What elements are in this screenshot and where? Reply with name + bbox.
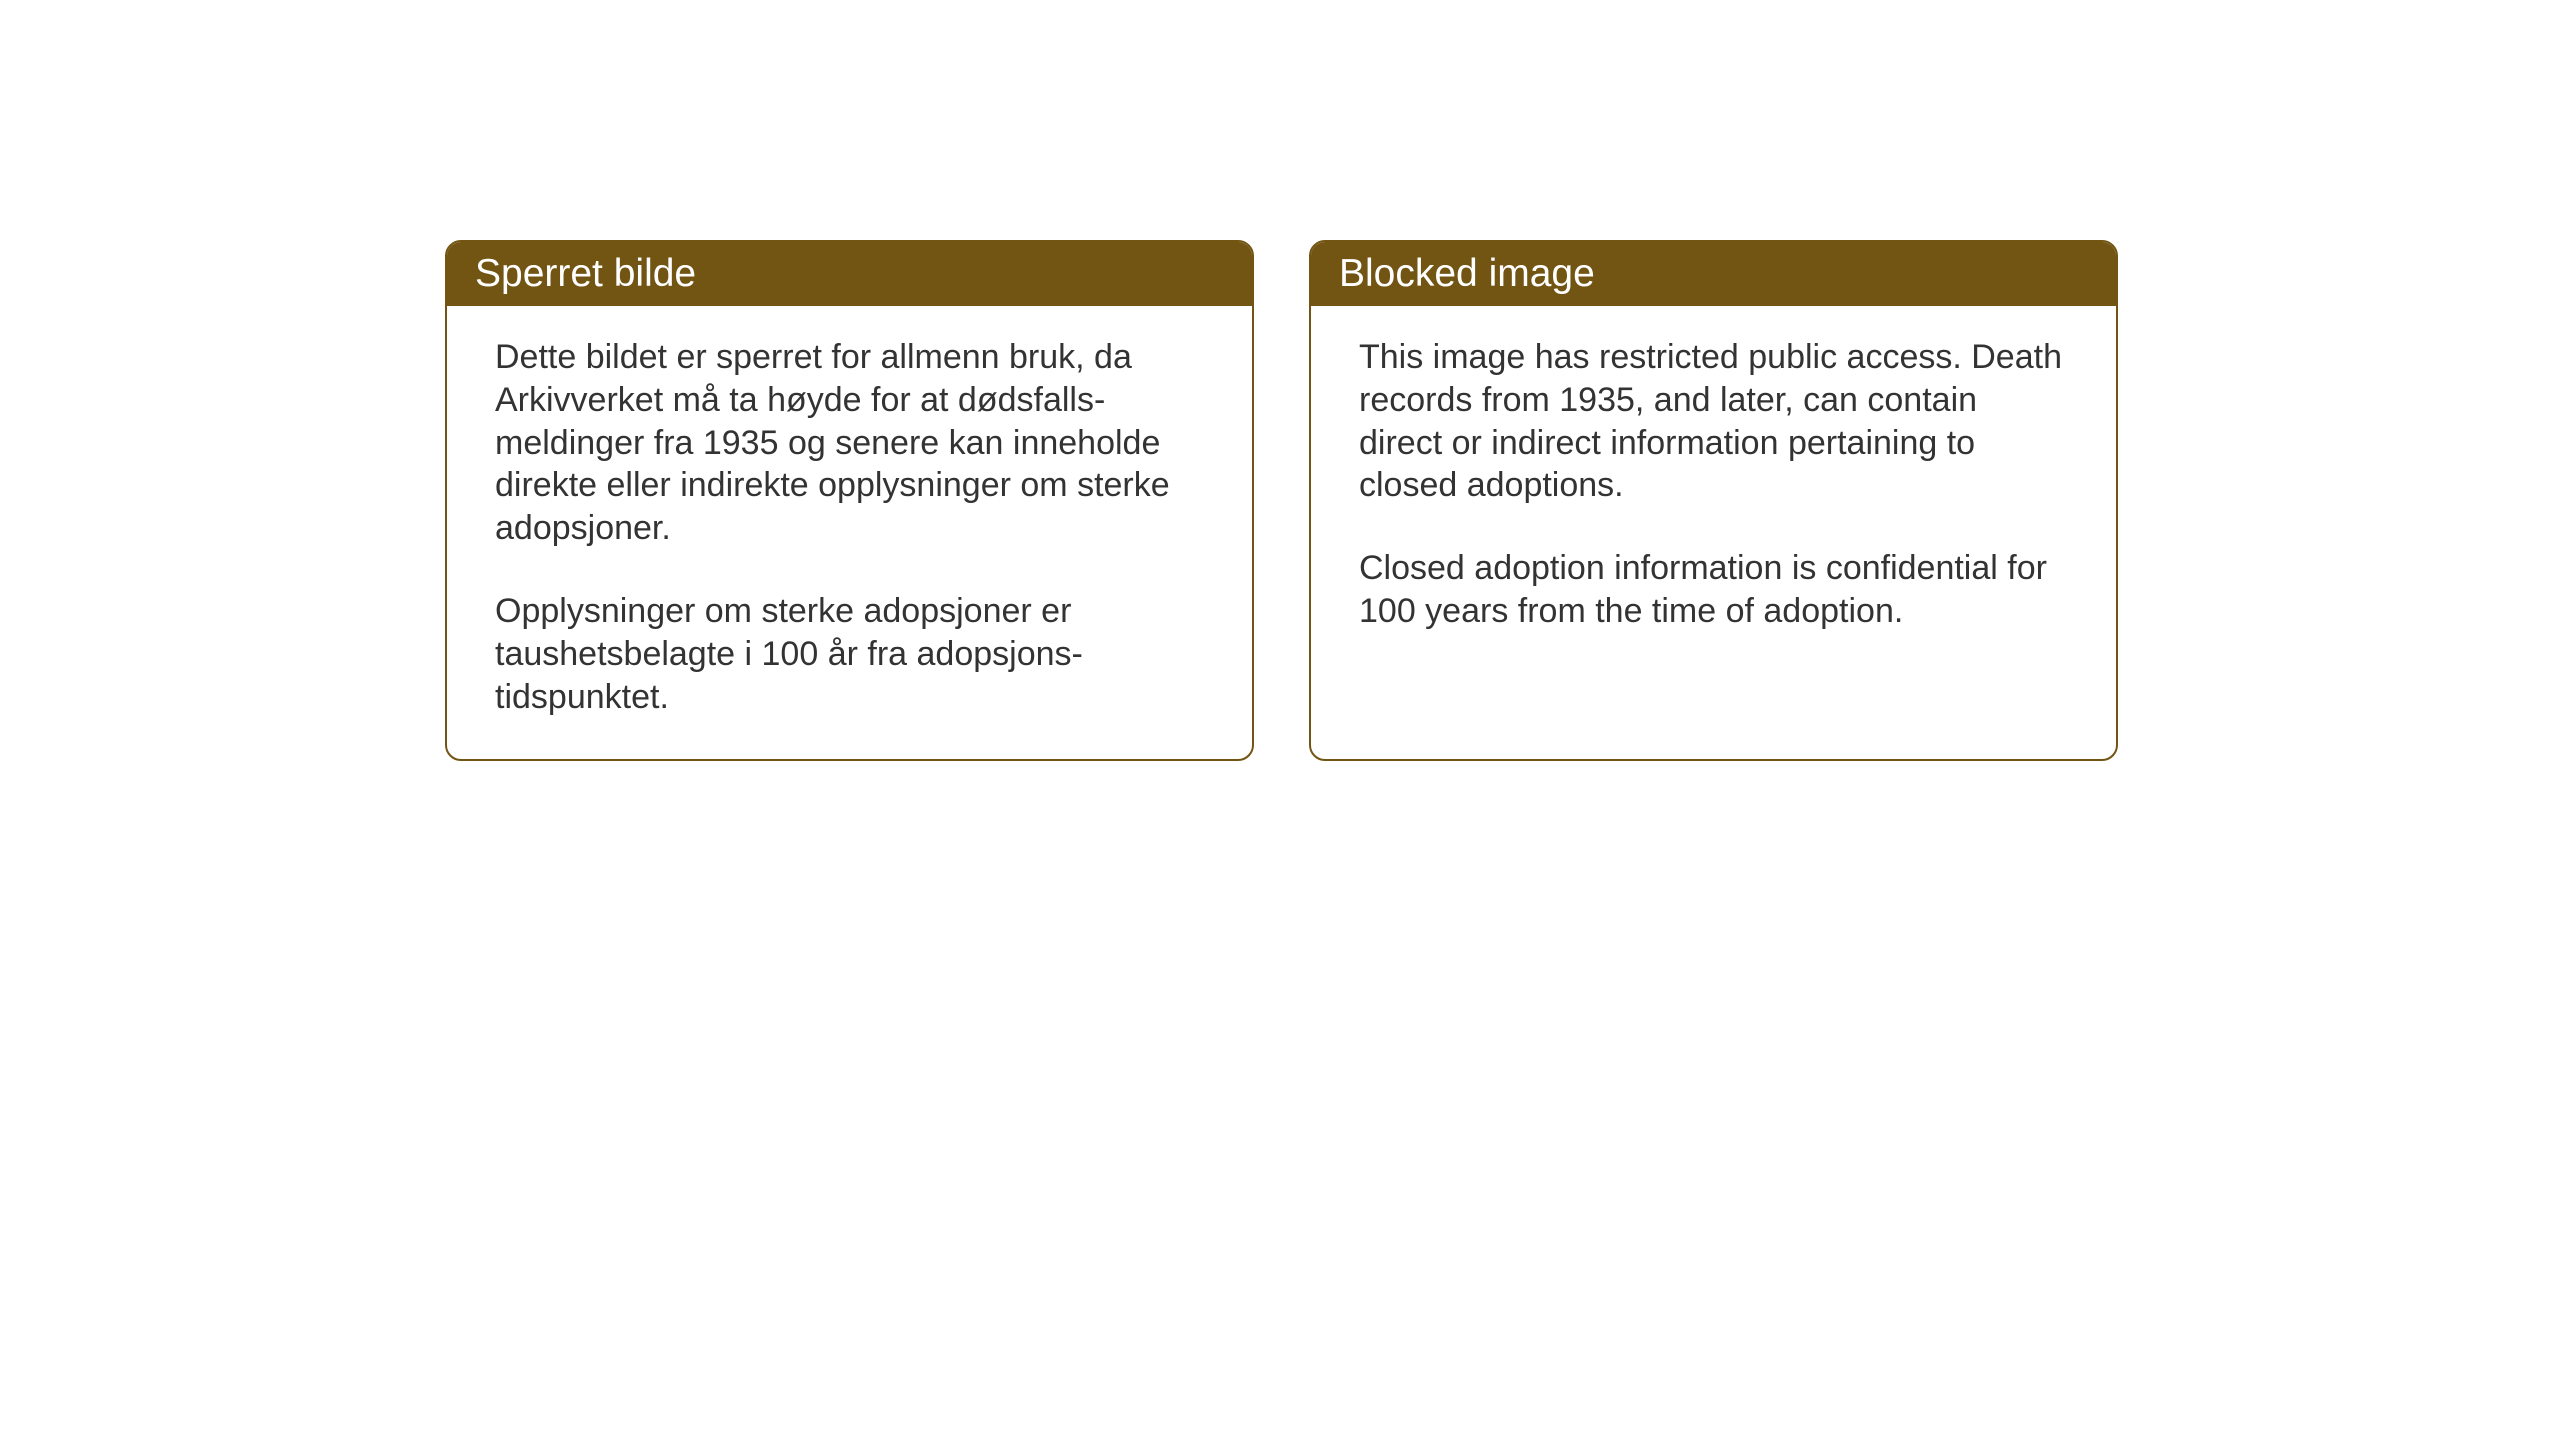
card-paragraph: This image has restricted public access.… bbox=[1359, 336, 2068, 507]
card-paragraph: Opplysninger om sterke adopsjoner er tau… bbox=[495, 590, 1204, 718]
card-header-english: Blocked image bbox=[1311, 242, 2116, 306]
card-norwegian: Sperret bilde Dette bildet er sperret fo… bbox=[445, 240, 1254, 761]
card-english: Blocked image This image has restricted … bbox=[1309, 240, 2118, 761]
card-body-english: This image has restricted public access.… bbox=[1311, 306, 2116, 673]
card-paragraph: Closed adoption information is confident… bbox=[1359, 547, 2068, 633]
cards-container: Sperret bilde Dette bildet er sperret fo… bbox=[445, 240, 2118, 761]
card-body-norwegian: Dette bildet er sperret for allmenn bruk… bbox=[447, 306, 1252, 759]
card-paragraph: Dette bildet er sperret for allmenn bruk… bbox=[495, 336, 1204, 550]
card-title: Blocked image bbox=[1339, 252, 1595, 295]
card-header-norwegian: Sperret bilde bbox=[447, 242, 1252, 306]
card-title: Sperret bilde bbox=[475, 252, 696, 295]
